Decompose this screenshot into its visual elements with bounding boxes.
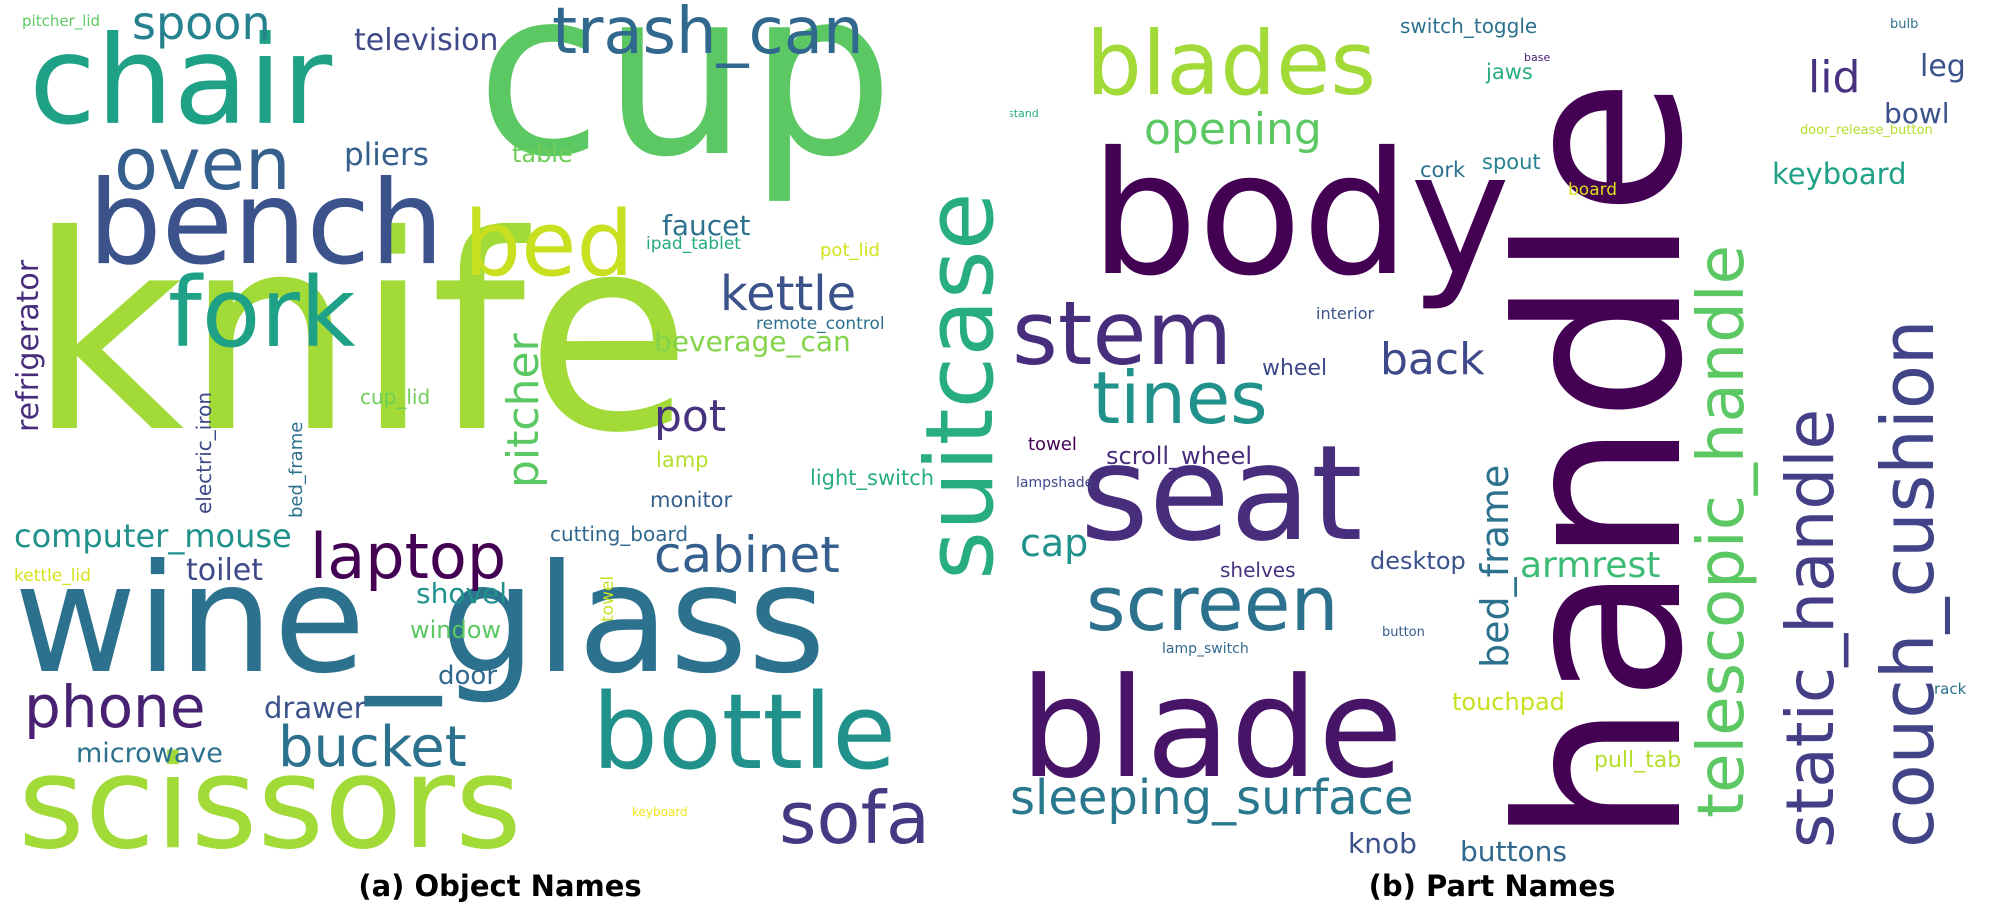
word-screen: screen bbox=[1086, 559, 1339, 648]
word-television: television bbox=[354, 23, 499, 58]
word-cabinet: cabinet bbox=[654, 526, 840, 584]
word-laptop: laptop bbox=[310, 520, 507, 593]
word-stand: stand bbox=[1010, 107, 1039, 120]
word-cup: cup bbox=[476, 0, 895, 208]
word-chair: chair bbox=[29, 10, 333, 152]
word-keyboard-part: keyboard bbox=[1772, 157, 1907, 191]
word-door-release-button: door_release_button bbox=[1800, 123, 1933, 138]
word-keyboard: keyboard bbox=[632, 805, 688, 819]
word-blades: blades bbox=[1086, 12, 1377, 115]
word-fork: fork bbox=[168, 257, 356, 369]
word-cap: cap bbox=[1020, 521, 1089, 565]
word-touchpad: touchpad bbox=[1452, 688, 1565, 716]
word-kettle: kettle bbox=[720, 266, 857, 322]
word-pitcher-lid: pitcher_lid bbox=[22, 12, 101, 30]
word-lamp: lamp bbox=[656, 448, 709, 472]
word-remote-control: remote_control bbox=[756, 314, 885, 334]
object-names-word-cloud: knife cup wine_glass scissors chair benc… bbox=[14, 0, 1004, 870]
word-board: board bbox=[1568, 180, 1618, 200]
word-spout: spout bbox=[1482, 150, 1541, 174]
word-switch-toggle: switch_toggle bbox=[1400, 14, 1538, 38]
word-electric-iron: electric_iron bbox=[192, 391, 216, 514]
word-trash-can: trash_can bbox=[552, 0, 864, 69]
word-shelves: shelves bbox=[1220, 558, 1296, 582]
word-spoon: spoon bbox=[132, 0, 271, 50]
word-bed-frame-part: bed_frame bbox=[1473, 464, 1517, 668]
word-cup-lid: cup_lid bbox=[360, 385, 431, 409]
word-back: back bbox=[1380, 334, 1485, 385]
word-body: body bbox=[1090, 116, 1511, 314]
word-knob: knob bbox=[1348, 827, 1417, 860]
word-armrest: armrest bbox=[1520, 545, 1661, 586]
word-bowl: bowl bbox=[1884, 97, 1950, 130]
word-buttons: buttons bbox=[1460, 835, 1567, 868]
word-tines: tines bbox=[1092, 356, 1268, 440]
word-bench: bench bbox=[88, 156, 444, 291]
word-cutting-board: cutting_board bbox=[550, 522, 689, 546]
word-refrigerator: refrigerator bbox=[14, 259, 46, 432]
word-telescopic-handle: telescopic_handle bbox=[1685, 244, 1759, 818]
caption-part-names: (b) Part Names bbox=[1368, 869, 1616, 903]
word-window: window bbox=[410, 616, 502, 644]
word-pitcher: pitcher bbox=[498, 333, 549, 488]
word-phone: phone bbox=[24, 673, 206, 741]
word-base: base bbox=[1524, 51, 1551, 64]
word-lamp-switch: lamp_switch bbox=[1162, 641, 1249, 657]
word-bed-frame: bed_frame bbox=[286, 421, 307, 518]
word-computer-mouse: computer_mouse bbox=[14, 517, 292, 555]
word-light-switch: light_switch bbox=[810, 466, 935, 490]
word-towel: towel bbox=[598, 575, 618, 622]
word-static-handle: static_handle bbox=[1772, 408, 1849, 848]
word-interior: interior bbox=[1316, 304, 1375, 323]
word-stem: stem bbox=[1012, 282, 1233, 385]
word-shovel: shovel bbox=[416, 577, 508, 610]
word-monitor: monitor bbox=[650, 488, 733, 512]
word-pull-tab: pull_tab bbox=[1594, 748, 1682, 773]
word-bulb: bulb bbox=[1890, 17, 1919, 32]
word-sleeping-surface: sleeping_surface bbox=[1010, 770, 1414, 826]
word-bottle: bottle bbox=[592, 671, 897, 793]
word-jaws: jaws bbox=[1486, 60, 1533, 84]
word-cork: cork bbox=[1420, 158, 1466, 182]
word-bed: bed bbox=[464, 192, 634, 297]
word-seat: seat bbox=[1080, 417, 1363, 571]
word-rack: rack bbox=[1934, 680, 1967, 698]
word-ipad-tablet: ipad_tablet bbox=[646, 234, 741, 254]
word-desktop: desktop bbox=[1370, 547, 1466, 575]
word-pot: pot bbox=[654, 391, 727, 442]
word-wheel: wheel bbox=[1262, 356, 1328, 381]
word-oven: oven bbox=[114, 122, 291, 206]
word-kettle-lid: kettle_lid bbox=[14, 566, 91, 586]
word-button: button bbox=[1382, 625, 1425, 640]
word-microwave: microwave bbox=[76, 738, 223, 769]
word-wine-glass: wine_glass bbox=[14, 533, 826, 707]
word-lampshade: lampshade bbox=[1016, 475, 1094, 491]
word-scissors: scissors bbox=[18, 729, 522, 870]
word-couch-cushion: couch_cushion bbox=[1866, 319, 1950, 848]
word-toilet: toilet bbox=[186, 553, 264, 588]
word-drawer: drawer bbox=[264, 691, 366, 725]
word-lid: lid bbox=[1808, 52, 1861, 103]
word-door: door bbox=[438, 661, 498, 691]
part-names-word-cloud: handle body seat blade blades stem scree… bbox=[1010, 0, 1990, 870]
word-knife: knife bbox=[28, 177, 692, 492]
word-pliers: pliers bbox=[344, 137, 429, 173]
caption-object-names: (a) Object Names bbox=[358, 869, 642, 903]
word-opening: opening bbox=[1144, 104, 1322, 155]
word-blade: blade bbox=[1020, 648, 1404, 809]
word-beverage-can: beverage_can bbox=[654, 325, 851, 358]
word-table: table bbox=[512, 140, 573, 168]
word-scroll-wheel: scroll_wheel bbox=[1106, 442, 1253, 470]
word-leg: leg bbox=[1920, 49, 1966, 84]
word-faucet: faucet bbox=[662, 209, 751, 242]
word-sofa: sofa bbox=[779, 776, 931, 860]
word-towel-part: towel bbox=[1028, 434, 1077, 455]
word-suitcase: suitcase bbox=[906, 192, 1004, 580]
word-pot-lid: pot_lid bbox=[820, 240, 880, 261]
word-bucket: bucket bbox=[278, 715, 467, 780]
